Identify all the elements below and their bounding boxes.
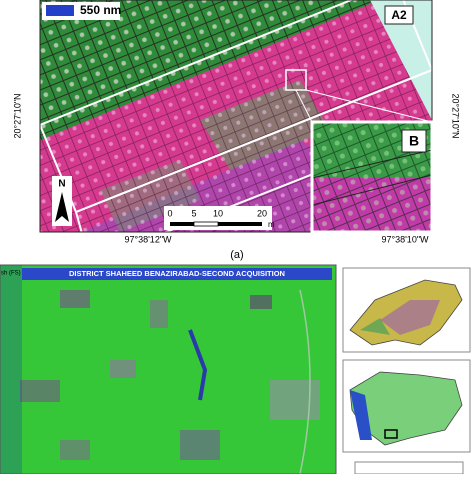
band-label: 550 nm	[80, 3, 121, 17]
region-label: A2	[391, 8, 407, 22]
side-label: sh (FS)	[1, 271, 21, 277]
lon-left: 97°38'12"W	[124, 234, 172, 244]
lon-right: 97°38'10"W	[381, 234, 429, 244]
scale-unit: m	[268, 220, 275, 229]
inset-label-box	[401, 129, 427, 153]
north-arrow	[55, 192, 69, 222]
inset-map-1	[342, 267, 471, 353]
legend-swatch	[46, 5, 74, 16]
scale-label: 10	[213, 208, 223, 218]
lat-left: 20°27'10"N	[12, 93, 22, 138]
inset-label: B	[409, 133, 419, 149]
panel-b-title: DISTRICT SHAHEED BENAZIRABAD-SECOND ACQU…	[69, 269, 285, 278]
inset-map-3	[354, 461, 464, 475]
caption: (a)	[230, 249, 243, 261]
scale-label: 20	[257, 208, 267, 218]
lat-right: 20°27'10"N	[451, 93, 461, 138]
scale-label: 5	[191, 208, 196, 218]
inset-map-2	[342, 359, 471, 453]
scale-label: 0	[167, 208, 172, 218]
region-box	[384, 5, 414, 25]
frame-a	[39, 0, 433, 233]
scale-bar	[170, 221, 262, 227]
title-bar	[22, 268, 332, 280]
image-b	[0, 265, 336, 474]
north-label: N	[58, 179, 65, 190]
